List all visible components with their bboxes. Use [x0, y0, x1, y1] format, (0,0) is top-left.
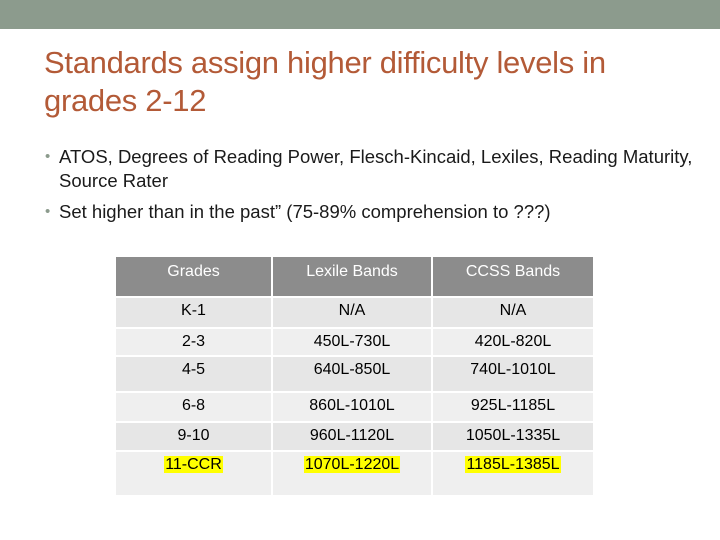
highlighted-text: 11-CCR [164, 456, 223, 473]
cell-lexile: 1070L-1220L [273, 450, 433, 495]
slide-title: Standards assign higher difficulty level… [44, 45, 606, 118]
cell-lexile: 860L-1010L [273, 391, 433, 421]
table-row: 4-5 640L-850L 740L-1010L [116, 355, 593, 391]
cell-ccss: 1185L-1385L [433, 450, 593, 495]
header-grades: Grades [116, 257, 273, 296]
cell-lexile: 960L-1120L [273, 421, 433, 450]
top-accent-band [0, 0, 720, 29]
bullet-dot-icon: • [45, 148, 51, 165]
header-ccss-bands: CCSS Bands [433, 257, 593, 296]
cell-lexile: N/A [273, 296, 433, 327]
header-lexile-bands: Lexile Bands [273, 257, 433, 296]
cell-grade: 11-CCR [116, 450, 273, 495]
table-row: 11-CCR 1070L-1220L 1185L-1385L [116, 450, 593, 495]
cell-ccss: 925L-1185L [433, 391, 593, 421]
bullet-dot-icon: • [45, 203, 51, 220]
bullet-item: • ATOS, Degrees of Reading Power, Flesch… [44, 145, 694, 193]
table-row: 9-10 960L-1120L 1050L-1335L [116, 421, 593, 450]
lexile-bands-table: Grades Lexile Bands CCSS Bands K-1 N/A N… [116, 257, 593, 495]
cell-lexile: 450L-730L [273, 327, 433, 355]
cell-ccss: 1050L-1335L [433, 421, 593, 450]
bullet-item: • Set higher than in the past” (75-89% c… [44, 200, 694, 224]
cell-lexile: 640L-850L [273, 355, 433, 391]
cell-ccss: N/A [433, 296, 593, 327]
bullet-text: Set higher than in the past” (75-89% com… [59, 201, 551, 222]
cell-ccss: 740L-1010L [433, 355, 593, 391]
table-row: 6-8 860L-1010L 925L-1185L [116, 391, 593, 421]
table-header-row: Grades Lexile Bands CCSS Bands [116, 257, 593, 296]
table-row: K-1 N/A N/A [116, 296, 593, 327]
highlighted-text: 1070L-1220L [303, 456, 401, 473]
cell-grade: 6-8 [116, 391, 273, 421]
bullet-text: ATOS, Degrees of Reading Power, Flesch-K… [59, 146, 693, 191]
cell-grade: 2-3 [116, 327, 273, 355]
cell-grade: K-1 [116, 296, 273, 327]
bullet-list: • ATOS, Degrees of Reading Power, Flesch… [44, 145, 694, 231]
highlighted-text: 1185L-1385L [465, 456, 561, 473]
cell-grade: 4-5 [116, 355, 273, 391]
cell-grade: 9-10 [116, 421, 273, 450]
table-row: 2-3 450L-730L 420L-820L [116, 327, 593, 355]
cell-ccss: 420L-820L [433, 327, 593, 355]
